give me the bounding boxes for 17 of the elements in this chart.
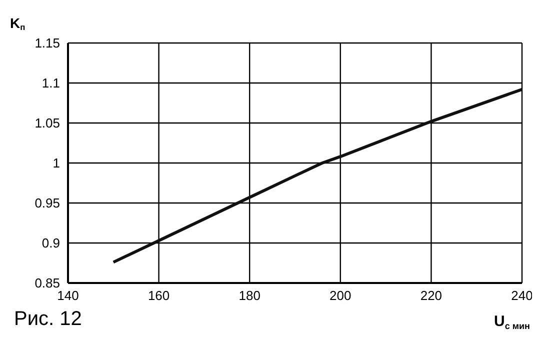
x-tick-label: 140 — [57, 288, 79, 304]
x-axis-title: U$_{с мин}$ — [494, 313, 530, 331]
x-tick-label: 180 — [238, 288, 260, 304]
line-series — [112, 88, 522, 264]
text: Рис. 12 — [14, 308, 82, 331]
y-tick-label: 1.15 — [34, 36, 60, 51]
y-axis-title: K$_{п}$ — [10, 15, 26, 32]
y-tick-label: 0.95 — [34, 196, 60, 211]
x-tick-label: 240 — [511, 288, 533, 304]
x-tick-label: 200 — [330, 288, 352, 304]
y-tick-label: 1.1 — [42, 76, 60, 91]
y-tick-label: 1.05 — [34, 116, 60, 131]
x-tick-label: 220 — [420, 288, 442, 304]
x-tick-label: 160 — [148, 288, 170, 304]
y-tick-label: 0.85 — [34, 276, 60, 291]
y-tick-label: 0.9 — [42, 236, 60, 251]
y-tick-label: 1 — [52, 156, 60, 171]
